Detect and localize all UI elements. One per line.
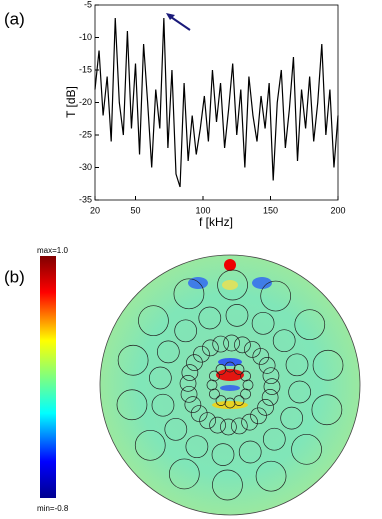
- scatterer: [262, 427, 286, 451]
- scatterer: [257, 399, 274, 416]
- scatterer: [238, 440, 262, 464]
- scatterer: [180, 385, 198, 403]
- scatterer: [174, 319, 198, 343]
- scatterer: [255, 460, 287, 492]
- scatterer: [186, 354, 203, 371]
- scatterer: [198, 306, 222, 330]
- scatterer: [148, 366, 172, 390]
- scatterer: [288, 380, 312, 404]
- scatterer: [156, 340, 180, 364]
- scatterer: [294, 309, 326, 341]
- scatterer: [262, 367, 280, 385]
- arrow-head: [166, 13, 175, 20]
- scatterer: [251, 311, 275, 335]
- panel-label: (b): [4, 267, 25, 286]
- scatterer: [181, 364, 199, 381]
- scatterer: [209, 370, 220, 382]
- y-tick-label: -20: [79, 97, 92, 107]
- scatterer: [311, 394, 343, 426]
- scatterer: [223, 334, 240, 352]
- scatterer: [199, 412, 216, 429]
- scatterer: [230, 417, 248, 435]
- scatterer: [250, 407, 267, 425]
- y-tick-label: -10: [79, 32, 92, 42]
- x-tick-label: 150: [263, 205, 278, 215]
- colorbar-min: min=-0.8: [37, 504, 69, 513]
- colorbar-max: max=1.0: [37, 246, 68, 255]
- scatterer: [312, 349, 344, 381]
- scatterer: [193, 345, 210, 363]
- scatterer: [212, 469, 243, 501]
- scatterer: [234, 336, 251, 354]
- scatterer: [211, 443, 235, 467]
- y-tick-label: -5: [84, 0, 92, 9]
- scatterer: [261, 389, 279, 406]
- y-tick-label: -35: [79, 194, 92, 204]
- scatterer: [151, 393, 175, 417]
- scatterer: [260, 280, 292, 312]
- scatterer: [209, 416, 226, 434]
- x-tick-label: 20: [90, 205, 100, 215]
- x-tick-label: 50: [130, 205, 140, 215]
- scatterer: [202, 339, 219, 357]
- y-tick-label: -30: [79, 162, 92, 172]
- scatterer: [179, 375, 197, 392]
- colorbar: [40, 256, 56, 498]
- panel-label: (a): [4, 9, 25, 28]
- scatterer: [215, 395, 227, 406]
- scatterer: [240, 370, 251, 382]
- scatterer: [225, 303, 249, 327]
- scatterer: [244, 341, 261, 358]
- scatterer: [184, 396, 202, 413]
- scatterer: [116, 389, 148, 421]
- scatterer: [252, 348, 270, 365]
- x-tick-label: 100: [195, 205, 210, 215]
- scatterer: [263, 378, 281, 395]
- scatterer: [291, 433, 322, 465]
- scatterer: [220, 418, 237, 436]
- scatterer: [138, 305, 169, 337]
- x-tick-label: 200: [330, 205, 345, 215]
- scatterer: [241, 413, 258, 431]
- disk-outline: [99, 254, 361, 516]
- scatterer: [134, 429, 166, 461]
- scatterer: [164, 417, 188, 441]
- y-axis-label: T [dB]: [64, 86, 78, 118]
- scatterer: [285, 353, 309, 377]
- plot-frame: [94, 4, 339, 201]
- scatterer: [280, 406, 304, 430]
- y-tick-label: -15: [79, 64, 92, 74]
- scatterer: [168, 458, 200, 490]
- x-axis-label: f [kHz]: [199, 215, 233, 229]
- y-tick-label: -25: [79, 129, 92, 139]
- field-map: [100, 255, 360, 515]
- scatterer: [117, 344, 149, 376]
- scatterer: [190, 405, 208, 422]
- scatterer: [217, 269, 248, 301]
- scatterer: [272, 329, 296, 353]
- scatterer: [173, 278, 205, 310]
- scatterer: [185, 435, 209, 459]
- scatterer: [212, 335, 230, 353]
- scatterer: [233, 364, 245, 375]
- data-line: [94, 17, 339, 188]
- scatterer: [258, 357, 276, 374]
- scatterer: [240, 388, 251, 400]
